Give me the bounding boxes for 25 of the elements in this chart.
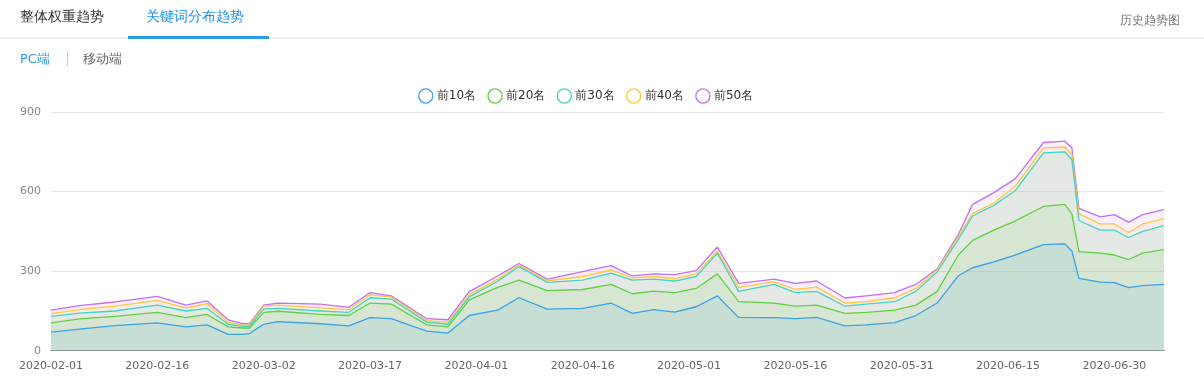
x-tick-label: 2020-05-16	[763, 359, 828, 373]
y-tick-label: 300	[20, 264, 41, 278]
x-tick-label: 2020-06-30	[1082, 359, 1147, 373]
y-tick-label: 600	[20, 184, 41, 198]
x-tick-label: 2020-02-01	[19, 359, 83, 373]
legend-label: 前20名	[506, 88, 546, 103]
legend-label: 前40名	[644, 88, 684, 103]
text: 历史趋势图	[1120, 12, 1180, 29]
text: PC端	[20, 50, 50, 68]
legend-label: 前10名	[436, 88, 477, 103]
text: 关键词分布趋势	[146, 8, 244, 26]
x-tick-label: 2020-04-16	[550, 359, 615, 373]
x-tick-label: 2020-05-31	[869, 359, 934, 373]
x-tick-label: 2020-06-15	[976, 359, 1041, 373]
text: 移动端	[83, 50, 122, 68]
x-tick-label: 2020-04-01	[444, 359, 509, 373]
text: 整体权重趋势	[20, 8, 104, 26]
y-tick-label: 900	[20, 104, 41, 118]
x-tick-label: 2020-03-17	[338, 359, 402, 373]
legend-label: 前50名	[713, 88, 754, 103]
x-tick-label: 2020-02-16	[125, 359, 190, 373]
legend-label: 前30名	[575, 88, 615, 103]
x-tick-label: 2020-05-01	[657, 359, 721, 373]
y-tick-label: 0	[34, 343, 41, 357]
x-tick-label: 2020-03-02	[231, 359, 296, 373]
